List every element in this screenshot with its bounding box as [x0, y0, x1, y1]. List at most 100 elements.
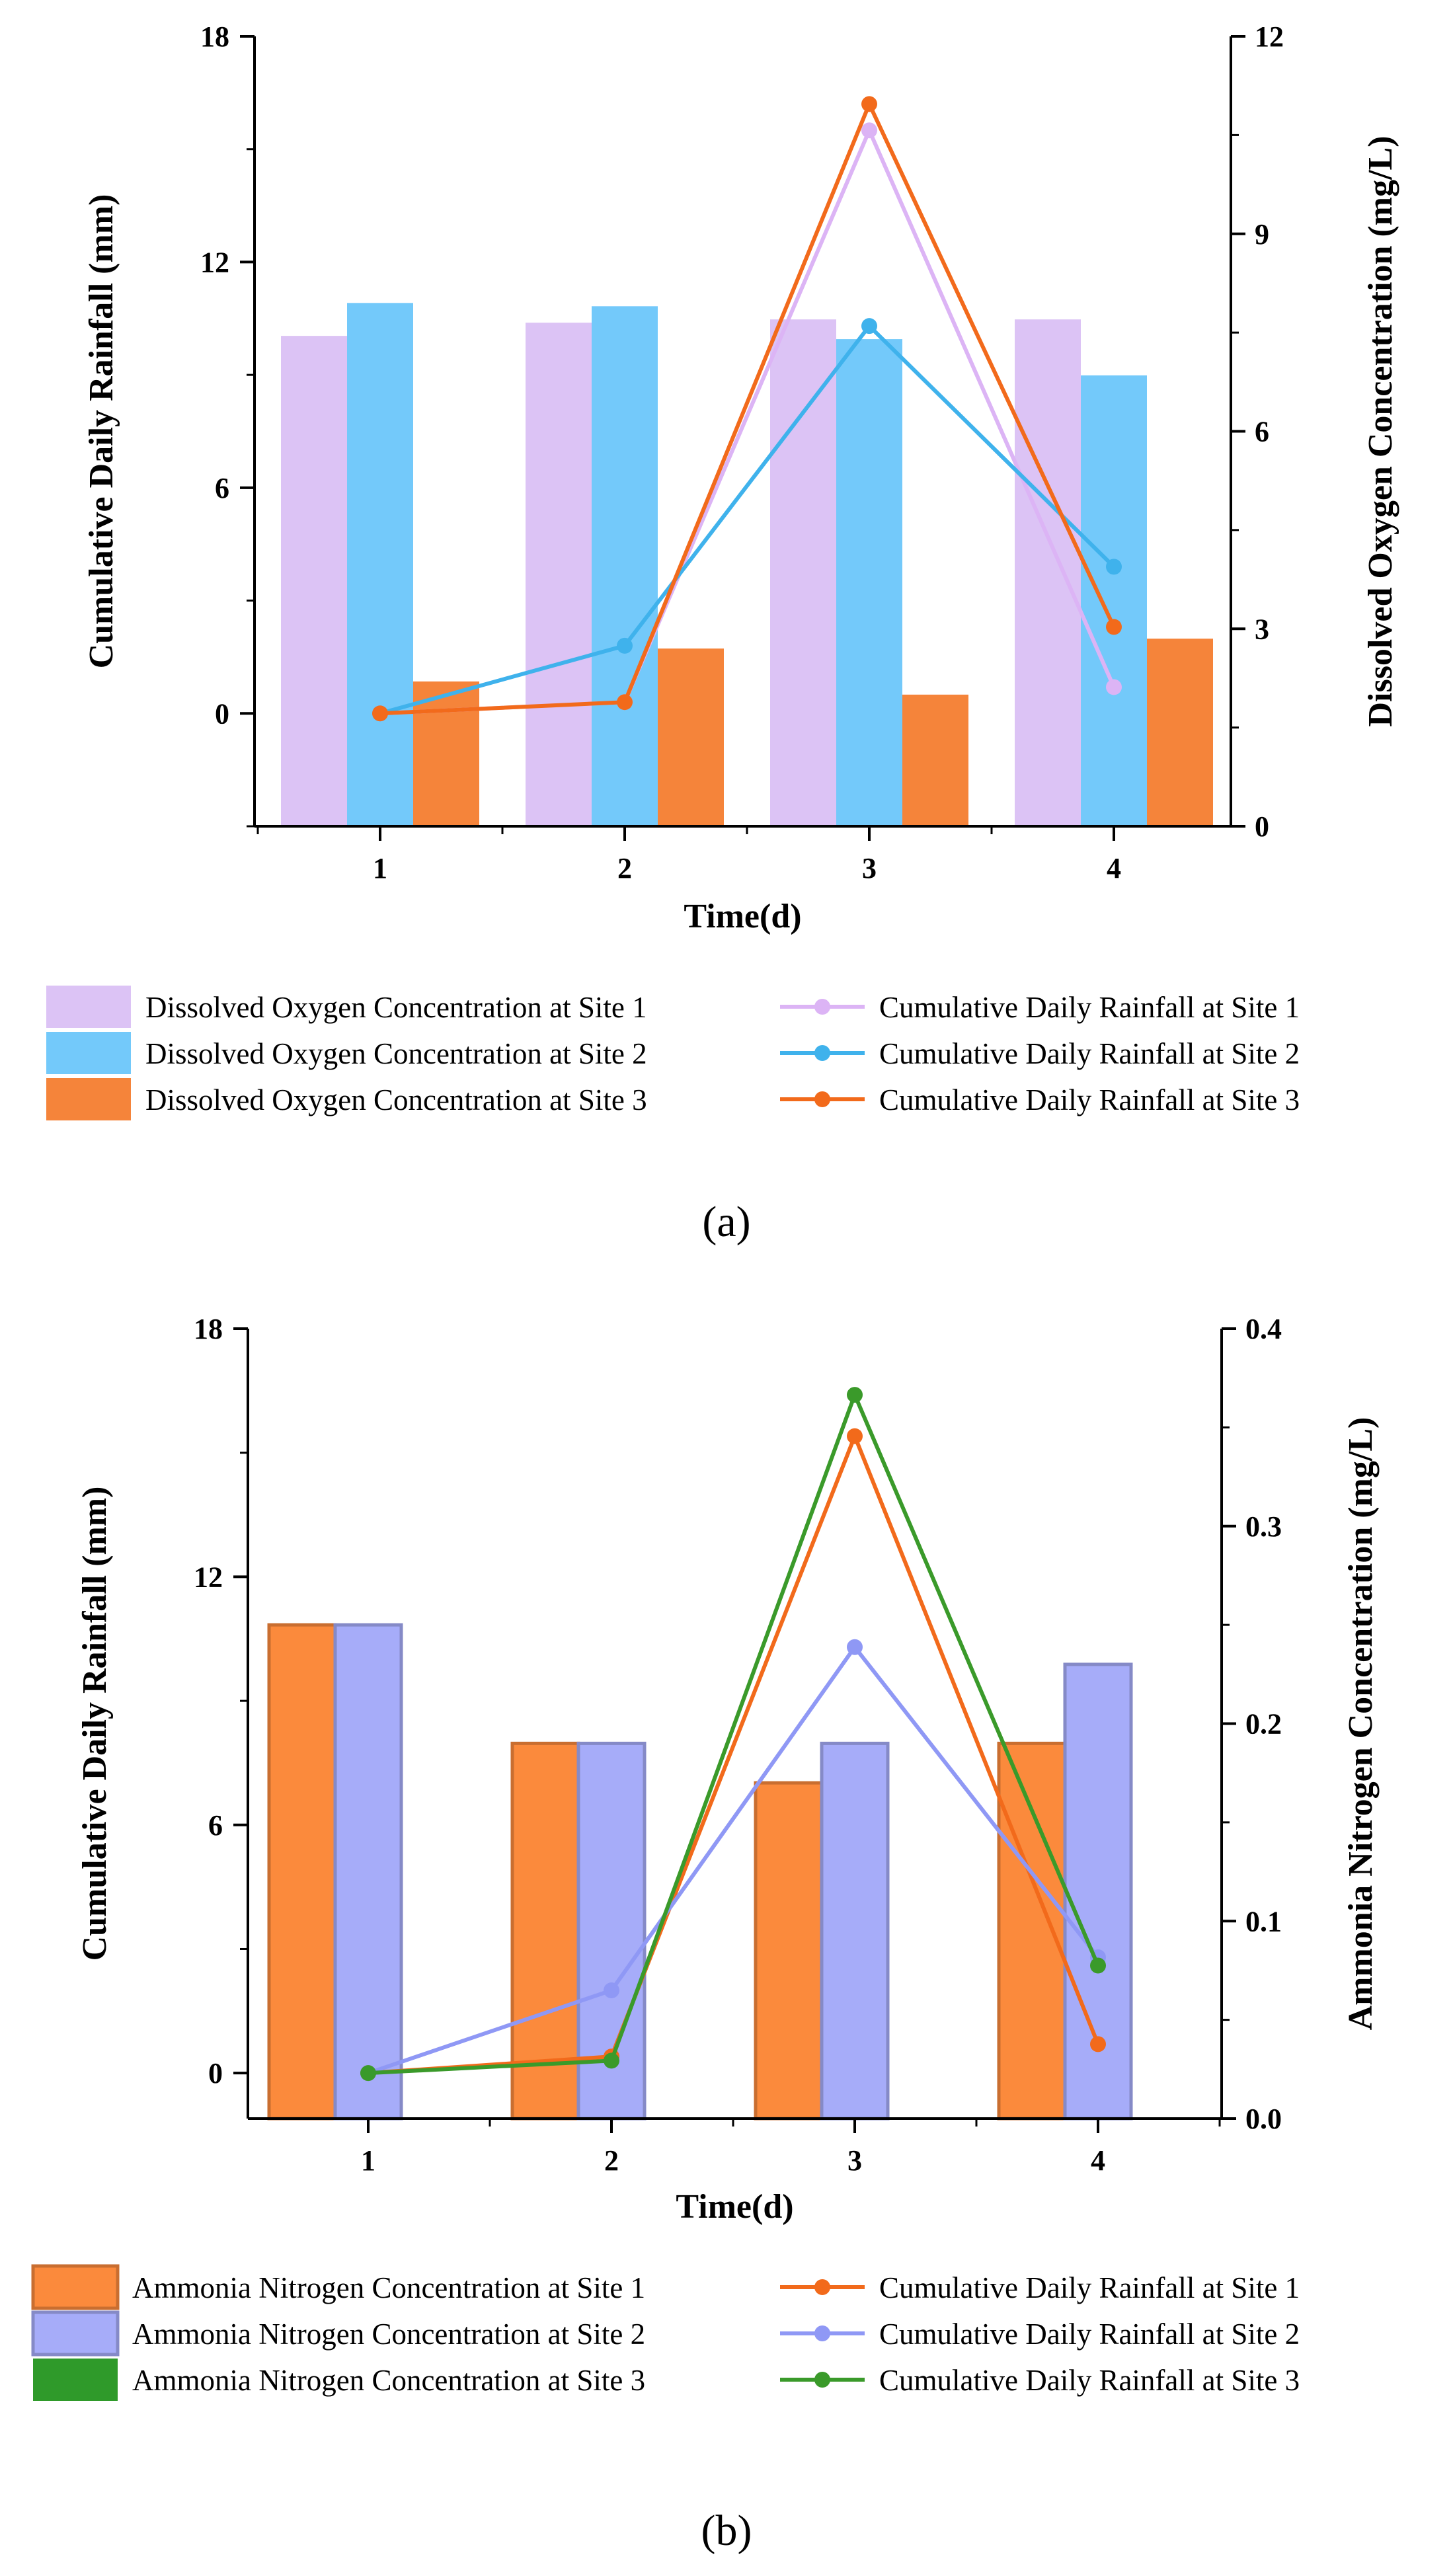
bar-site2-day1	[333, 1623, 403, 2121]
y2-tick-label: 0.0	[1245, 2103, 1282, 2135]
line-group	[372, 96, 1122, 722]
rainfall-point-site3-day1	[372, 705, 388, 722]
y2-tick-label: 0.1	[1245, 1905, 1282, 1937]
x-tick-label: 3	[862, 852, 877, 884]
legend-line-marker-site3	[814, 1091, 830, 1107]
y-tick-label: 12	[200, 246, 229, 278]
y-tick-label: 0	[215, 697, 229, 730]
rainfall-line-site3	[379, 98, 1116, 716]
bar-group	[267, 1623, 1133, 2121]
y2-tick-label: 6	[1255, 416, 1269, 448]
legend-bar-label: Ammonia Nitrogen Concentration at Site 1	[132, 2271, 645, 2304]
x-tick-label: 3	[847, 2144, 862, 2177]
y-tick-label: 0	[208, 2057, 223, 2089]
legend-line-label: Cumulative Daily Rainfall at Site 3	[879, 1083, 1300, 1116]
rainfall-point-site3-day2	[617, 694, 633, 711]
legend-line-marker-site2	[814, 2325, 830, 2341]
y2-tick-label: 0	[1255, 810, 1269, 843]
legend-line-label: Cumulative Daily Rainfall at Site 1	[879, 2271, 1300, 2304]
bar-site2-day4	[1081, 375, 1147, 826]
bar-site2-day1	[347, 303, 413, 826]
bar-site2-day2	[592, 306, 658, 827]
x-tick-label: 4	[1091, 2144, 1105, 2177]
x-tick-label: 1	[361, 2144, 375, 2177]
bar-site3-day2	[658, 648, 724, 826]
rainfall-line-site2	[379, 323, 1116, 716]
bar-site2-day3	[820, 1741, 890, 2121]
bar-site3-day3	[902, 694, 968, 826]
legend-line-marker-site1	[814, 2279, 830, 2295]
legend: Ammonia Nitrogen Concentration at Site 1…	[31, 2264, 1300, 2401]
y2-tick-label: 0.4	[1245, 1313, 1282, 1345]
rainfall-line-site3	[368, 1389, 1100, 2076]
legend-line-marker-site3	[814, 2372, 830, 2388]
bar-site1-day3	[770, 319, 836, 826]
rainfall-line-site2	[368, 1643, 1100, 2076]
legend-line-label: Cumulative Daily Rainfall at Site 2	[879, 1037, 1300, 1070]
rainfall-point-site2-day3	[847, 1639, 863, 1655]
legend-bar-label: Ammonia Nitrogen Concentration at Site 2	[132, 2318, 645, 2351]
line-group	[360, 1387, 1106, 2082]
legend-bar-label: Dissolved Oxygen Concentration at Site 2	[145, 1037, 647, 1070]
y2-tick-label: 3	[1255, 613, 1269, 645]
rainfall-line-site1	[368, 1430, 1100, 2076]
legend-bar-swatch-site1	[46, 986, 131, 1028]
legend-bar-swatch-site3	[46, 1078, 131, 1120]
panel-label: (a)	[702, 1198, 750, 1246]
legend-line-label: Cumulative Daily Rainfall at Site 1	[879, 991, 1300, 1024]
legend-bar-swatch-site2	[46, 1032, 131, 1074]
y2-tick-label: 9	[1255, 218, 1269, 251]
rainfall-point-site1-day4	[1090, 2036, 1106, 2052]
rainfall-point-site3-day1	[360, 2065, 376, 2082]
rainfall-point-site2-day4	[1106, 559, 1122, 575]
x-tick-label: 1	[373, 852, 387, 884]
legend-line-label: Cumulative Daily Rainfall at Site 3	[879, 2364, 1300, 2397]
legend-line-marker-site2	[814, 1045, 830, 1061]
bar-site2-day4	[1063, 1662, 1133, 2121]
rainfall-point-site3-day4	[1106, 619, 1122, 635]
bar-site2-day3	[836, 339, 902, 826]
bar-site1-day1	[281, 336, 347, 827]
x-tick-label: 4	[1107, 852, 1121, 884]
rainfall-point-site3-day2	[604, 2052, 619, 2069]
legend-bar-label: Ammonia Nitrogen Concentration at Site 3	[132, 2364, 645, 2397]
rainfall-point-site2-day2	[617, 637, 633, 654]
rainfall-point-site1-day3	[847, 1428, 863, 1444]
bar-site1-day2	[526, 323, 592, 826]
y2-axis-title: Dissolved Oxygen Concentration (mg/L)	[1362, 136, 1399, 726]
x-tick-label: 2	[617, 852, 632, 884]
bar-site1-day1	[267, 1623, 337, 2121]
bar-site3-day1	[413, 681, 479, 826]
bar-group	[281, 303, 1213, 827]
rainfall-point-site2-day3	[861, 318, 877, 334]
y-axis-title: Cumulative Daily Rainfall (mm)	[83, 194, 120, 669]
y-tick-label: 6	[208, 1809, 223, 1842]
x-axis-title: Time(d)	[676, 2188, 793, 2226]
y-tick-label: 18	[194, 1313, 223, 1345]
panel-label: (b)	[701, 2507, 752, 2555]
legend-line-label: Cumulative Daily Rainfall at Site 2	[879, 2318, 1300, 2351]
legend-bar-label: Dissolved Oxygen Concentration at Site 1	[145, 991, 647, 1024]
rainfall-point-site1-day3	[861, 122, 877, 139]
bar-site1-day3	[754, 1781, 824, 2121]
rainfall-point-site3-day3	[861, 96, 877, 112]
legend-bar-swatch-site2	[31, 2310, 120, 2357]
rainfall-point-site3-day3	[847, 1387, 863, 1403]
legend-bar-swatch-site3	[33, 2359, 118, 2401]
legend-bar-swatch-site1	[31, 2264, 120, 2310]
x-axis-title: Time(d)	[684, 898, 801, 935]
x-tick-label: 2	[604, 2144, 619, 2177]
legend: Dissolved Oxygen Concentration at Site 1…	[46, 986, 1300, 1120]
bar-site1-day4	[997, 1741, 1067, 2121]
bar-site1-day4	[1015, 319, 1081, 826]
y2-tick-label: 0.2	[1245, 1708, 1282, 1740]
y2-tick-label: 0.3	[1245, 1510, 1282, 1543]
y-tick-label: 12	[194, 1561, 223, 1593]
y-tick-label: 18	[200, 20, 229, 53]
y2-axis-title: Ammonia Nitrogen Concentration (mg/L)	[1342, 1417, 1380, 2031]
